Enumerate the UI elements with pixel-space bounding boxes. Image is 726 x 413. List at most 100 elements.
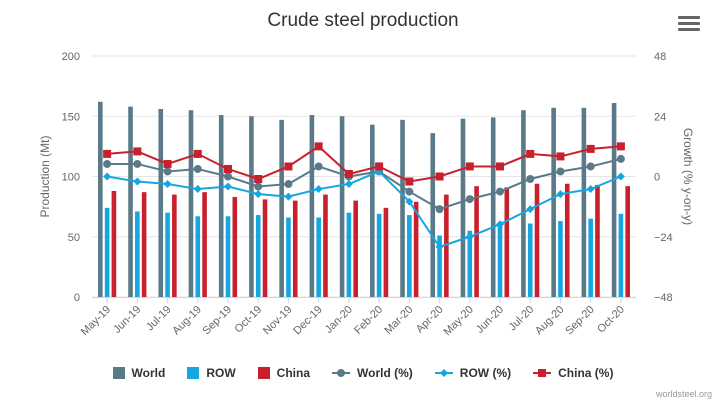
legend-label: China (%) — [558, 366, 614, 380]
point-china-sep-19 — [224, 164, 232, 173]
bar-row-sep-20 — [588, 218, 593, 297]
point-row-may-20 — [465, 232, 474, 241]
bar-china-jan-20 — [353, 200, 358, 297]
point-china-jul-19 — [163, 159, 172, 168]
point-china-may-20 — [465, 162, 474, 171]
bar-world-sep-19 — [218, 115, 224, 297]
bar-row-jun-20 — [497, 225, 503, 297]
point-china-jun-19 — [133, 147, 142, 156]
bar-row-aug-19 — [195, 216, 201, 297]
legend-item-row[interactable]: ROW — [187, 366, 236, 380]
legend-symbol — [187, 367, 200, 379]
bar-row-nov-19 — [286, 217, 291, 297]
legend-item-world[interactable]: World (%) — [332, 366, 413, 380]
bar-world-jan-20 — [339, 116, 345, 297]
bar-row-jul-19 — [165, 212, 170, 297]
legend-item-row[interactable]: ROW (%) — [434, 366, 512, 380]
bar-row-jun-19 — [135, 211, 140, 297]
legend-item-world[interactable]: World — [112, 366, 165, 380]
point-china-dec-19 — [314, 142, 323, 151]
bar-row-mar-20 — [407, 215, 412, 297]
credits-link[interactable]: worldsteel.org — [655, 389, 712, 399]
x-tick-label: Feb-20 — [352, 304, 385, 337]
bar-china-jun-20 — [504, 187, 510, 297]
bar-china-jun-19 — [141, 192, 147, 297]
bar-world-mar-20 — [400, 119, 405, 298]
y-tick-label: 200 — [62, 51, 80, 63]
bar-row-jan-20 — [346, 212, 352, 297]
legend-item-china[interactable]: China (%) — [533, 366, 613, 380]
bar-china-mar-20 — [413, 201, 419, 297]
bar-row-aug-20 — [558, 221, 563, 297]
chart-plot: 0 50 100 150 200 −48 −24 0 24 48 Production (Mt) Gr… — [38, 51, 695, 338]
point-china-jul-20 — [526, 149, 535, 158]
point-china-jun-20 — [496, 162, 504, 171]
hamburger-icon-line — [678, 28, 700, 31]
point-world-mar-20 — [405, 187, 414, 196]
x-tick-label: Jan-20 — [323, 304, 355, 336]
point-row-may-19 — [103, 172, 112, 181]
bar-row-dec-19 — [316, 217, 321, 297]
point-world-sep-19 — [224, 172, 232, 181]
point-world-oct-19 — [254, 182, 263, 191]
point-row-jan-20 — [344, 180, 353, 189]
chart-title: Crude steel production — [267, 10, 459, 31]
point-china-feb-20 — [375, 162, 384, 171]
point-china-oct-20 — [616, 142, 625, 151]
y2-tick-label: 0 — [654, 172, 660, 184]
hamburger-icon-line — [678, 22, 700, 25]
point-row-sep-20 — [586, 185, 595, 194]
x-tick-label: May-20 — [441, 304, 475, 338]
point-china-mar-20 — [405, 177, 414, 186]
bar-china-nov-19 — [292, 200, 298, 297]
point-china-jan-20 — [344, 169, 353, 178]
x-tick-label: Apr-20 — [414, 304, 446, 336]
point-china-nov-19 — [284, 162, 293, 171]
point-row-nov-19 — [284, 192, 293, 201]
bar-world-apr-20 — [430, 133, 436, 297]
point-row-oct-20 — [616, 172, 625, 181]
x-tick-label: Dec-19 — [291, 304, 325, 338]
series-line-world — [107, 157, 622, 211]
x-tick-label: Aug-19 — [170, 304, 204, 338]
y-tick-label: 100 — [62, 172, 80, 184]
series-line-row — [106, 170, 622, 248]
point-row-oct-19 — [254, 190, 263, 199]
bar-china-apr-20 — [444, 194, 449, 297]
y-axis-label: Production (Mt) — [38, 135, 52, 217]
bar-china-jul-19 — [172, 194, 177, 297]
bar-china-aug-20 — [564, 183, 570, 297]
chart-menu-button[interactable] — [678, 16, 700, 36]
y-tick-label: 50 — [68, 232, 80, 244]
bar-china-oct-19 — [262, 199, 268, 297]
y2-axis-label: Growth (% y-on-y) — [681, 128, 695, 225]
bar-china-aug-19 — [202, 192, 207, 297]
bar-world-aug-19 — [188, 110, 194, 297]
y2-tick-label: −48 — [654, 292, 673, 304]
bar-world-sep-20 — [581, 107, 587, 297]
x-tick-label: May-19 — [79, 304, 113, 338]
bar-china-may-20 — [474, 186, 479, 297]
bar-china-oct-20 — [625, 186, 630, 297]
legend-label: ROW (%) — [459, 366, 512, 380]
point-row-jul-19 — [163, 180, 172, 189]
point-world-jun-20 — [496, 187, 504, 196]
y-tick-label: 150 — [62, 111, 80, 123]
legend-symbol — [332, 369, 350, 377]
bar-row-feb-20 — [376, 213, 382, 297]
point-row-aug-20 — [556, 190, 565, 199]
series-line-china — [107, 145, 621, 183]
bar-row-jul-20 — [527, 223, 533, 297]
point-world-may-19 — [103, 159, 112, 168]
legend-symbol — [112, 367, 125, 379]
point-world-oct-20 — [616, 154, 625, 163]
bar-row-oct-20 — [618, 213, 624, 297]
bar-row-may-20 — [467, 230, 473, 297]
point-china-aug-19 — [193, 149, 202, 158]
bar-world-may-20 — [460, 118, 466, 297]
bar-world-may-19 — [98, 101, 103, 297]
legend-symbol — [434, 369, 453, 377]
legend-item-china[interactable]: China — [257, 366, 310, 380]
x-tick-label: Aug-20 — [533, 304, 567, 338]
bar-china-sep-20 — [595, 184, 600, 297]
